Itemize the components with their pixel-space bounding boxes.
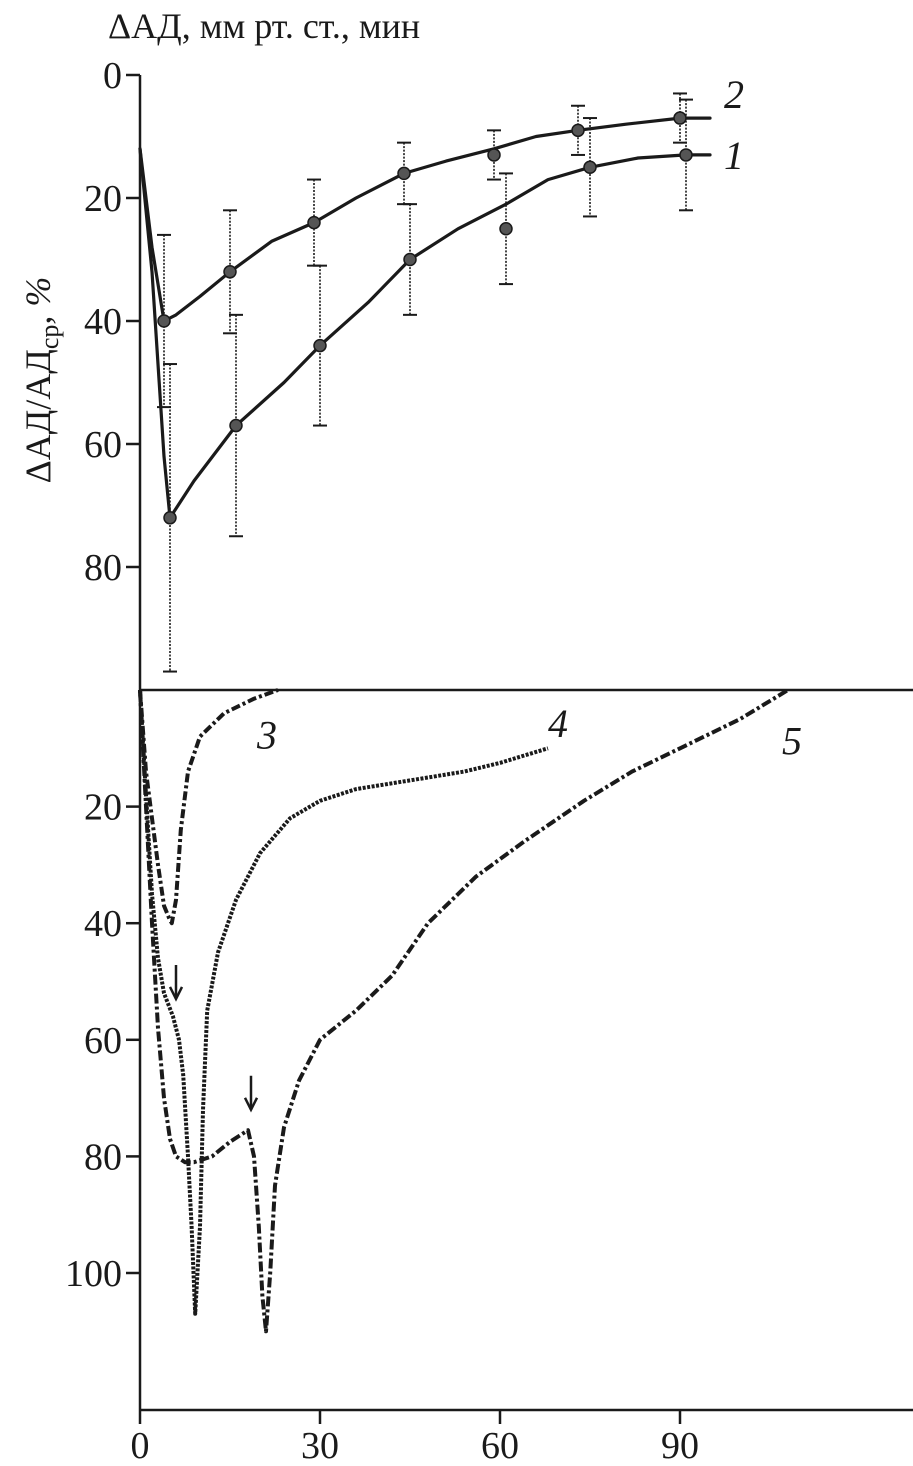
series-label-5: 5	[782, 718, 802, 763]
series-3-line	[138, 688, 279, 926]
y-axis-label-sub: ср	[35, 325, 64, 350]
arrow-head-1	[243, 1097, 259, 1113]
y-tick-label-top-0: 0	[103, 55, 122, 97]
y-tick-label-top-2: 40	[84, 301, 122, 343]
data-points	[157, 111, 693, 525]
series-1-point-2	[313, 338, 327, 353]
y-axis-label-main: ΔАД/АД	[18, 349, 58, 483]
series-label-3: 3	[256, 713, 277, 758]
series-labels: 1 2 3 4 5	[256, 72, 802, 763]
series-4-line	[138, 689, 549, 1316]
error-bars	[157, 92, 693, 673]
tick-marks	[126, 73, 682, 1424]
series-label-4: 4	[548, 701, 568, 746]
y-tick-label-top-1: 20	[84, 178, 122, 220]
series-label-2: 2	[724, 72, 744, 117]
series-2-point-2	[307, 215, 321, 230]
series-1-point-4	[499, 222, 513, 236]
y-axis-label-suffix: , %	[18, 277, 58, 325]
series-curves	[138, 116, 790, 1334]
y-tick-label-top-4: 80	[84, 547, 122, 589]
series-1-point-1	[229, 418, 243, 433]
series-2-point-0	[157, 314, 171, 328]
chart-title: ΔАД, мм рт. ст., мин	[108, 6, 420, 46]
x-tick-label-0: 0	[131, 1425, 150, 1466]
series-1-point-0	[163, 511, 177, 525]
series-2-line	[138, 116, 712, 323]
y-tick-label-bottom-1: 40	[84, 903, 122, 945]
series-2-point-4	[487, 148, 501, 162]
y-tick-label-bottom-4: 100	[65, 1253, 122, 1295]
x-tick-label-1: 30	[301, 1425, 339, 1466]
series-5-line	[138, 688, 790, 1334]
x-tick-label-3: 90	[661, 1425, 699, 1466]
arrow-head-0	[168, 986, 184, 1002]
y-tick-label-top-3: 60	[84, 424, 122, 466]
series-1-point-3	[403, 252, 417, 267]
y-axis-label: ΔАД/АДср, %	[18, 277, 64, 484]
series-2-point-1	[223, 265, 237, 279]
series-label-1: 1	[724, 133, 744, 178]
tick-labels: 0 20 40 60 80 20 40 60 80 100 0 30 60 90	[65, 55, 699, 1466]
y-tick-label-bottom-3: 80	[84, 1136, 122, 1178]
series-1-line	[138, 147, 712, 520]
x-tick-label-2: 60	[481, 1425, 519, 1466]
y-tick-label-bottom-2: 60	[84, 1020, 122, 1062]
event-arrows	[168, 964, 259, 1113]
series-2-point-6	[673, 111, 687, 125]
series-2-point-5	[571, 123, 585, 138]
series-1-point-6	[679, 148, 693, 162]
series-2-point-3	[397, 166, 411, 181]
y-tick-label-bottom-0: 20	[84, 787, 122, 829]
series-1-point-5	[583, 160, 597, 174]
